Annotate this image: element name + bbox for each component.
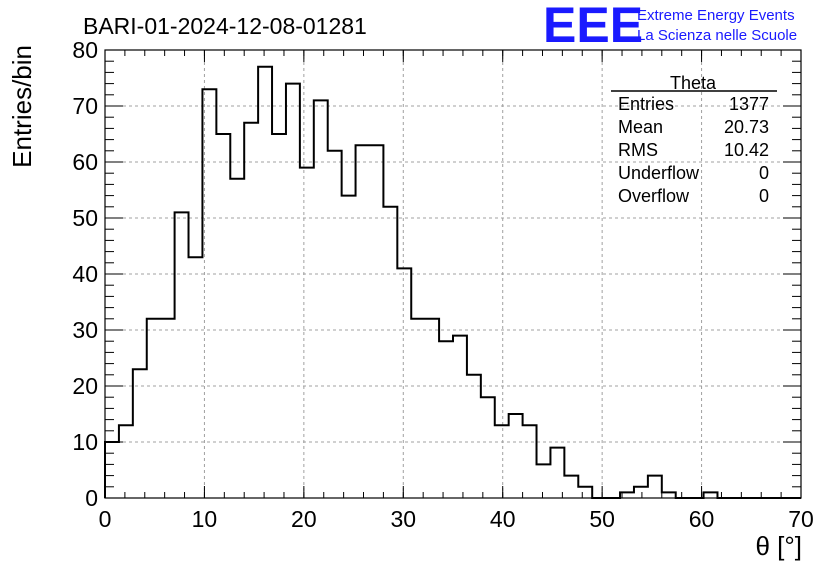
stats-row-label: RMS bbox=[618, 140, 658, 160]
y-tick-label: 30 bbox=[72, 317, 98, 343]
histogram-outline bbox=[104, 65, 801, 499]
stats-row-value: 10.42 bbox=[724, 140, 769, 160]
x-tick-label: 30 bbox=[390, 506, 416, 532]
plot-frame bbox=[104, 49, 802, 499]
y-tick-label: 50 bbox=[72, 205, 98, 231]
y-tick-label: 20 bbox=[72, 373, 98, 399]
y-axis-label: Entries/bin bbox=[7, 45, 37, 168]
x-tick-label: 10 bbox=[192, 506, 218, 532]
x-tick-label: 60 bbox=[689, 506, 715, 532]
x-axis-label: θ [°] bbox=[755, 531, 802, 561]
eee-logo: EEE Extreme Energy Events La Scienza nel… bbox=[543, 0, 797, 53]
stats-row-label: Underflow bbox=[618, 163, 700, 183]
stats-rows: Entries 1377 Mean 20.73 RMS 10.42 Underflow 0 Ov… bbox=[618, 94, 769, 206]
y-tick-label: 10 bbox=[72, 429, 98, 455]
x-tick-label: 0 bbox=[99, 506, 112, 532]
stats-row-value: 20.73 bbox=[724, 117, 769, 137]
x-tick-label: 20 bbox=[291, 506, 317, 532]
x-tick-label: 70 bbox=[788, 506, 814, 532]
logo-mark: EEE bbox=[543, 0, 643, 53]
axes: 0 10 20 30 40 50 60 70 0 10 20 30 40 50 60 70 80 bbox=[72, 37, 813, 532]
stats-row-value: 0 bbox=[759, 186, 769, 206]
stats-box: Theta Entries 1377 Mean 20.73 RMS 10.42 Underf… bbox=[611, 73, 777, 206]
x-tick-label: 50 bbox=[589, 506, 615, 532]
chart-title: BARI-01-2024-12-08-01281 bbox=[83, 13, 367, 39]
histogram-series bbox=[104, 65, 801, 499]
stats-row-label: Mean bbox=[618, 117, 663, 137]
grid-lines bbox=[105, 50, 801, 498]
stats-row-label: Entries bbox=[618, 94, 674, 114]
x-tick-label: 40 bbox=[490, 506, 516, 532]
y-tick-label: 70 bbox=[72, 93, 98, 119]
logo-line-1: Extreme Energy Events bbox=[637, 7, 795, 24]
stats-row-label: Overflow bbox=[618, 186, 690, 206]
stats-row-value: 0 bbox=[759, 163, 769, 183]
y-tick-label: 0 bbox=[85, 485, 98, 511]
y-tick-label: 80 bbox=[72, 37, 98, 63]
stats-row-value: 1377 bbox=[729, 94, 769, 114]
y-tick-label: 60 bbox=[72, 149, 98, 175]
logo-line-2: La Scienza nelle Scuole bbox=[637, 27, 797, 44]
stats-title: Theta bbox=[670, 73, 717, 93]
y-tick-label: 40 bbox=[72, 261, 98, 287]
